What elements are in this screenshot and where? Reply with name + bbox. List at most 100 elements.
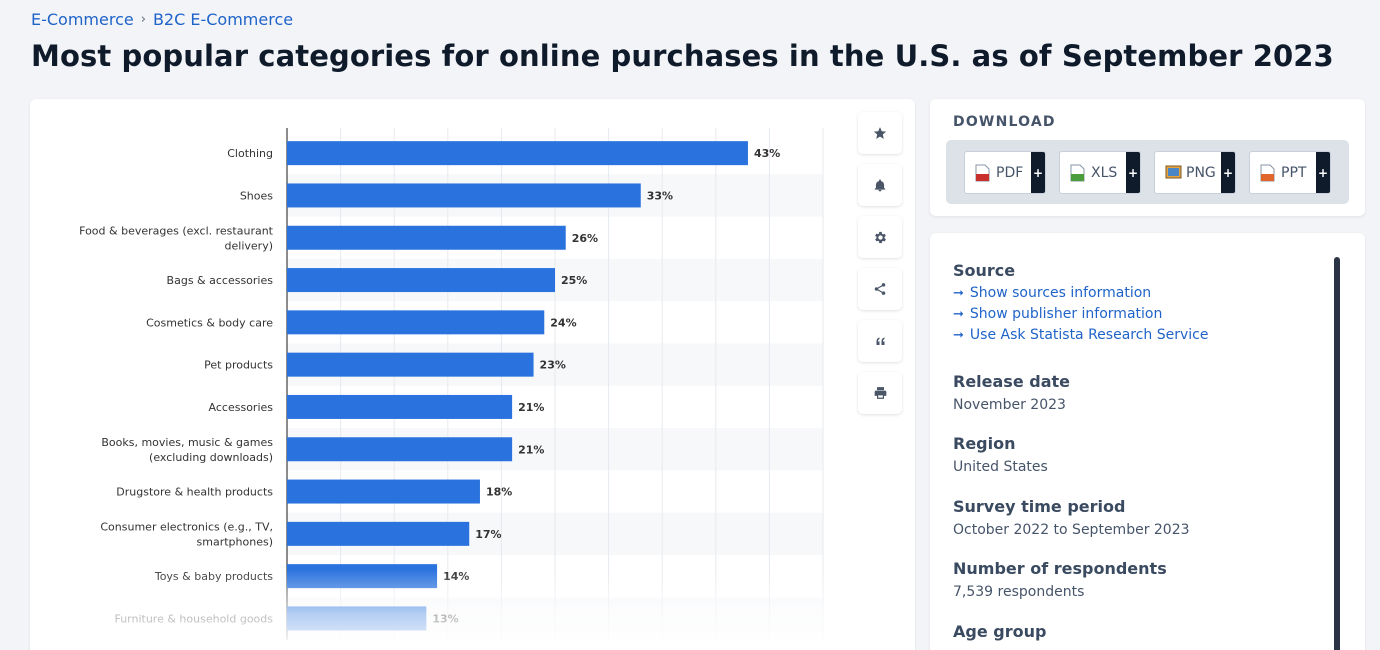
statistic-info-card: Source ➞ Show sources information ➞ Show p… xyxy=(930,233,1365,650)
data-label: 21% xyxy=(518,401,544,414)
category-label: Consumer electronics (e.g., TV, xyxy=(100,520,273,533)
xls-file-icon xyxy=(1070,164,1085,182)
breadcrumb: E-Commerce › B2C E-Commerce xyxy=(31,10,293,29)
category-label: (excluding downloads) xyxy=(149,451,273,464)
download-ppt-label: PPT xyxy=(1281,164,1307,181)
region-value: United States xyxy=(953,459,1048,475)
bar xyxy=(287,479,480,504)
bar xyxy=(287,141,748,166)
share-icon xyxy=(874,283,886,295)
arrow-right-icon: ➞ xyxy=(953,327,964,343)
survey-period-heading: Survey time period xyxy=(953,497,1126,516)
category-label: smartphones) xyxy=(197,535,273,548)
bar xyxy=(287,225,566,250)
bar xyxy=(287,268,555,293)
ask-statista-link[interactable]: ➞ Use Ask Statista Research Service xyxy=(953,327,1209,343)
download-pdf-button[interactable]: PDF + xyxy=(964,151,1046,194)
show-publisher-label: Show publisher information xyxy=(969,306,1163,322)
plus-icon: + xyxy=(1221,152,1235,193)
data-label: 24% xyxy=(550,316,576,329)
data-label: 43% xyxy=(754,147,780,160)
category-label: Shoes xyxy=(240,189,273,202)
region-heading: Region xyxy=(953,434,1016,453)
data-label: 23% xyxy=(540,359,566,372)
breadcrumb-link-ecommerce[interactable]: E-Commerce xyxy=(31,10,134,29)
share-button[interactable] xyxy=(858,268,902,310)
age-group-section: Age group xyxy=(953,622,1046,641)
respondents-value: 7,539 respondents xyxy=(953,584,1085,600)
category-label: Cosmetics & body care xyxy=(146,316,273,329)
data-label: 14% xyxy=(443,570,469,583)
show-sources-label: Show sources information xyxy=(969,285,1152,301)
show-sources-link[interactable]: ➞ Show sources information xyxy=(953,285,1209,301)
bar xyxy=(287,352,534,377)
ppt-file-icon xyxy=(1260,164,1275,182)
png-file-icon xyxy=(1165,164,1182,182)
category-label: Clothing xyxy=(227,147,273,160)
page-title: Most popular categories for online purch… xyxy=(31,39,1334,73)
data-label: 25% xyxy=(561,274,587,287)
category-label: Accessories xyxy=(209,401,274,414)
category-label: Toys & baby products xyxy=(154,570,273,583)
download-xls-label: XLS xyxy=(1091,164,1118,181)
data-label: 13% xyxy=(432,612,458,625)
bar xyxy=(287,394,513,419)
download-bar: PDF + XLS + PNG + PPT + xyxy=(946,140,1349,204)
category-label: Furniture & household goods xyxy=(114,612,273,625)
chart-toolbar xyxy=(858,112,902,424)
show-publisher-link[interactable]: ➞ Show publisher information xyxy=(953,306,1209,322)
survey-period-value: October 2022 to September 2023 xyxy=(953,522,1190,538)
chart-card: 43% Clothing 33% Shoes 26% Food & beverages (… xyxy=(30,99,915,650)
download-ppt-button[interactable]: PPT + xyxy=(1249,151,1331,194)
bar-chart: 43% Clothing 33% Shoes 26% Food & beverages (… xyxy=(79,128,824,640)
data-label: 26% xyxy=(572,232,598,245)
print-icon xyxy=(874,387,886,399)
bar xyxy=(287,437,513,462)
source-heading: Source xyxy=(953,261,1016,280)
quote-icon xyxy=(875,337,884,345)
data-label: 17% xyxy=(475,528,501,541)
release-date-value: November 2023 xyxy=(953,397,1066,413)
download-title: DOWNLOAD xyxy=(953,114,1056,130)
breadcrumb-link-b2c-ecommerce[interactable]: B2C E-Commerce xyxy=(152,10,294,29)
category-label: delivery) xyxy=(225,239,273,252)
release-date-section: Release date November 2023 xyxy=(953,372,1070,413)
pdf-file-icon xyxy=(975,164,990,182)
bell-icon xyxy=(874,178,886,191)
star-icon xyxy=(873,127,887,139)
bar xyxy=(287,564,438,589)
category-label: Books, movies, music & games xyxy=(101,436,273,449)
category-label: Pet products xyxy=(204,359,273,372)
cite-button[interactable] xyxy=(858,320,902,362)
age-group-heading: Age group xyxy=(953,622,1047,641)
download-card: DOWNLOAD PDF + XLS + PNG + P xyxy=(930,99,1365,216)
respondents-heading: Number of respondents xyxy=(953,559,1167,578)
download-pdf-label: PDF xyxy=(996,164,1024,181)
category-label: Bags & accessories xyxy=(167,274,274,287)
bar xyxy=(287,310,545,335)
gear-icon xyxy=(874,231,886,243)
breadcrumb-separator: › xyxy=(140,12,146,27)
plus-icon: + xyxy=(1316,152,1330,193)
category-label: Food & beverages (excl. restaurant xyxy=(79,224,274,237)
ask-statista-label: Use Ask Statista Research Service xyxy=(969,327,1209,343)
data-label: 21% xyxy=(518,443,544,456)
region-section: Region United States xyxy=(953,434,1048,475)
release-date-heading: Release date xyxy=(953,372,1070,391)
respondents-section: Number of respondents 7,539 respondents xyxy=(953,559,1167,600)
data-label: 18% xyxy=(486,486,512,499)
favorite-button[interactable] xyxy=(858,112,902,154)
scrollbar[interactable] xyxy=(1334,257,1340,650)
bar xyxy=(287,183,641,208)
plus-icon: + xyxy=(1031,152,1045,193)
settings-button[interactable] xyxy=(858,216,902,258)
notification-button[interactable] xyxy=(858,164,902,206)
bar xyxy=(287,521,470,546)
print-button[interactable] xyxy=(858,372,902,414)
arrow-right-icon: ➞ xyxy=(953,306,964,322)
download-png-label: PNG xyxy=(1186,164,1216,181)
download-xls-button[interactable]: XLS + xyxy=(1059,151,1141,194)
survey-period-section: Survey time period October 2022 to Septe… xyxy=(953,497,1190,538)
download-png-button[interactable]: PNG + xyxy=(1154,151,1236,194)
plus-icon: + xyxy=(1126,152,1140,193)
